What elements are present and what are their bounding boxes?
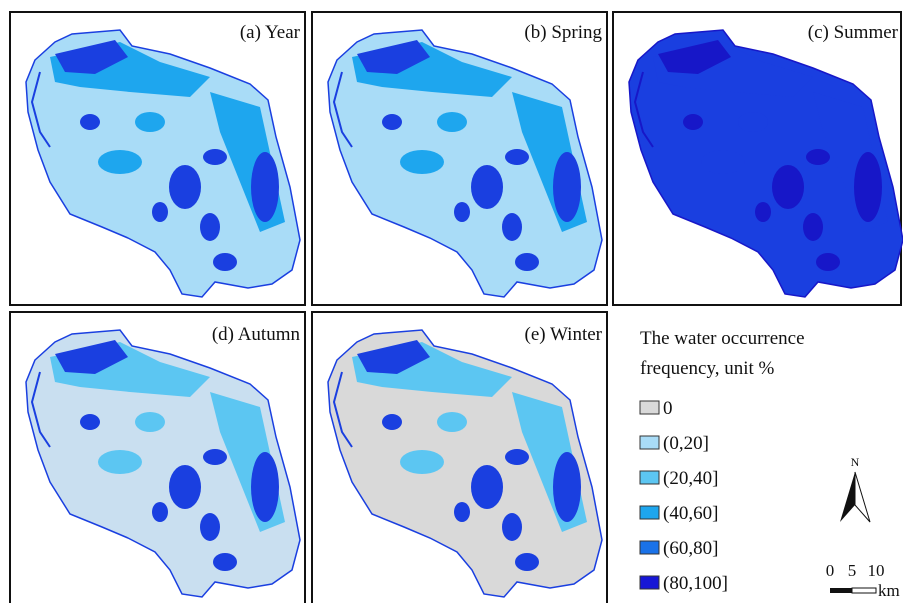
scale-label: 10 [868, 561, 885, 580]
legend-label: (0,20] [663, 433, 709, 454]
legend-label: (60,80] [663, 538, 718, 559]
legend-title: The water occurrence [640, 328, 805, 349]
legend-title: frequency, unit % [640, 358, 775, 379]
panel-title: (a) Year [240, 22, 301, 43]
legend-label: (80,100] [663, 573, 728, 594]
scale-label: 0 [826, 561, 835, 580]
legend-swatch [640, 576, 659, 589]
north-label: N [851, 455, 860, 469]
north-arrow: N [840, 455, 870, 522]
scale-unit: km [878, 581, 900, 600]
legend: 0 (0,20] (20,40] (40,60] (60,80] (80,100] [640, 398, 728, 594]
scale-segment [830, 588, 852, 593]
panel-title: (d) Autumn [212, 324, 301, 345]
scale-label: 5 [848, 561, 857, 580]
panel-title: (c) Summer [808, 22, 899, 43]
map [328, 30, 602, 297]
legend-label: (20,40] [663, 468, 718, 489]
panel-title: (e) Winter [525, 324, 603, 345]
map [629, 30, 903, 297]
legend-swatch [640, 436, 659, 449]
arrow-half [840, 472, 855, 522]
scale-segment [852, 588, 876, 593]
legend-label: (40,60] [663, 503, 718, 524]
legend-swatch [640, 541, 659, 554]
map [26, 30, 300, 297]
legend-swatch [640, 401, 659, 414]
map [26, 330, 300, 597]
figure: (a) Year (b) Spring (c) Summer (d) Autum… [0, 0, 903, 603]
arrow-half [855, 472, 870, 522]
legend-swatch [640, 506, 659, 519]
map [328, 330, 602, 597]
scale-bar: 0 5 10 km [826, 561, 900, 600]
legend-label: 0 [663, 398, 673, 419]
legend-swatch [640, 471, 659, 484]
panel-title: (b) Spring [524, 22, 602, 43]
